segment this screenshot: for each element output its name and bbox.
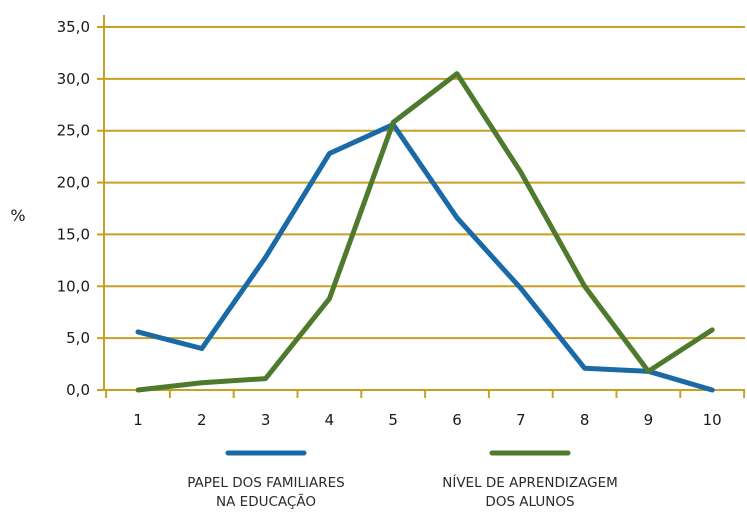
legend-label-1-line-0: NÍVEL DE APRENDIZAGEM: [442, 474, 618, 491]
y-axis: [97, 15, 105, 391]
x-tick-label-3: 3: [261, 411, 271, 429]
x-tick-label-7: 7: [516, 411, 526, 429]
x-tick-label-4: 4: [325, 411, 335, 429]
x-tick-label-10: 10: [703, 411, 722, 429]
x-axis: [97, 389, 746, 398]
y-tick-labels: 0,0 5,0 10,0 15,0 20,0 25,0 30,0 35,0: [57, 18, 90, 399]
x-tick-label-9: 9: [644, 411, 654, 429]
legend: PAPEL DOS FAMILIARES NA EDUCAÇÃO NÍVEL DE …: [187, 450, 618, 510]
series-lines: [135, 71, 715, 393]
x-tick-labels: 1 2 3 4 5 6 7 8 9 10: [133, 411, 722, 429]
series-line-0: [135, 121, 715, 393]
y-tick-label-0: 0,0: [66, 381, 90, 399]
legend-label-0-line-1: NA EDUCAÇÃO: [216, 493, 316, 510]
grid-lines: [104, 26, 745, 340]
y-tick-label-6: 30,0: [57, 70, 90, 88]
x-tick-label-2: 2: [197, 411, 207, 429]
x-tick-label-6: 6: [452, 411, 462, 429]
y-axis-label: %: [10, 206, 25, 225]
y-tick-label-7: 35,0: [57, 18, 90, 36]
y-tick-label-1: 5,0: [66, 329, 90, 347]
y-tick-label-2: 10,0: [57, 277, 90, 295]
y-tick-label-3: 15,0: [57, 225, 90, 243]
y-tick-label-4: 20,0: [57, 174, 90, 192]
x-tick-label-1: 1: [133, 411, 143, 429]
series-line-1: [135, 71, 715, 393]
y-tick-label-5: 25,0: [57, 122, 90, 140]
x-tick-label-8: 8: [580, 411, 590, 429]
legend-label-0-line-0: PAPEL DOS FAMILIARES: [187, 475, 345, 491]
x-tick-label-5: 5: [388, 411, 398, 429]
legend-label-1-line-1: DOS ALUNOS: [485, 494, 574, 510]
